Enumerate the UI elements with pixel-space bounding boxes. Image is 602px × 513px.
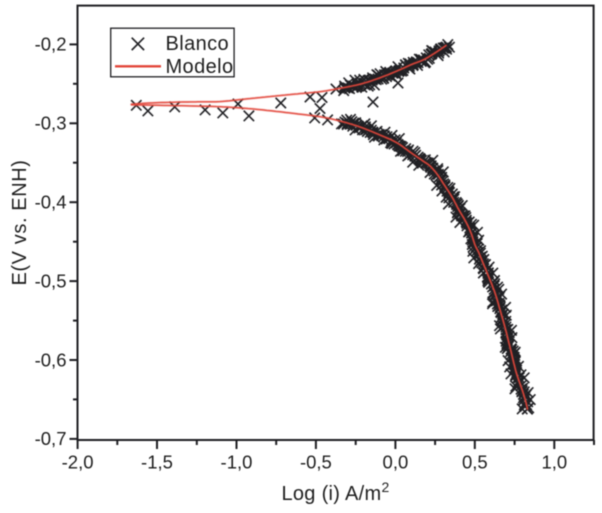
svg-text:Log (i) A/m2: Log (i) A/m2: [281, 479, 389, 505]
svg-text:-0,4: -0,4: [35, 192, 67, 213]
svg-text:-0,7: -0,7: [35, 428, 67, 449]
svg-text:E(V vs. ENH): E(V vs. ENH): [9, 159, 31, 285]
svg-text:-0,5: -0,5: [300, 451, 332, 472]
svg-text:-0,3: -0,3: [35, 113, 67, 134]
svg-text:-1,5: -1,5: [141, 451, 173, 472]
svg-text:1,0: 1,0: [541, 451, 567, 472]
svg-text:-0,2: -0,2: [35, 34, 67, 55]
svg-text:-0,5: -0,5: [35, 270, 67, 291]
svg-text:0,5: 0,5: [462, 451, 488, 472]
svg-text:Modelo: Modelo: [166, 56, 234, 78]
svg-text:0,0: 0,0: [383, 451, 409, 472]
svg-text:-2,0: -2,0: [62, 451, 94, 472]
svg-text:Blanco: Blanco: [166, 33, 230, 55]
svg-text:-1,0: -1,0: [221, 451, 253, 472]
svg-text:-0,6: -0,6: [35, 349, 67, 370]
